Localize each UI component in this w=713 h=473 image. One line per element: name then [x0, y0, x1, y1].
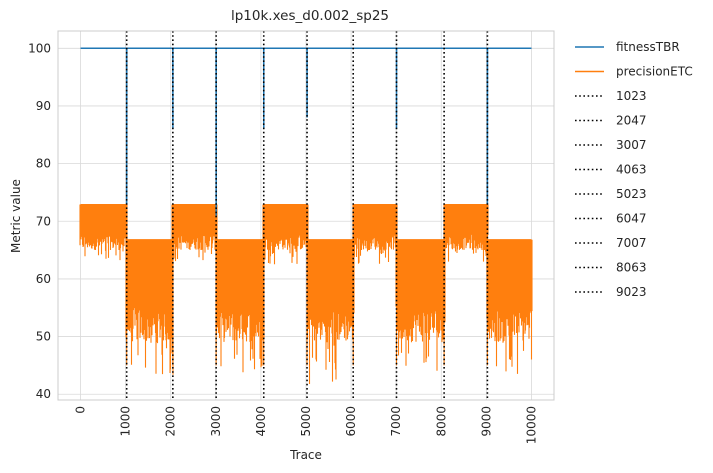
x-tick-label: 0 — [74, 406, 88, 414]
legend-label: fitnessTBR — [616, 40, 680, 54]
legend-label: 8063 — [616, 261, 647, 275]
x-tick-label: 8000 — [434, 406, 448, 437]
legend-label: 6047 — [616, 212, 647, 226]
legend-label: 4063 — [616, 163, 647, 177]
legend-item: 9023 — [575, 285, 647, 299]
y-tick-label: 80 — [36, 157, 51, 171]
legend-label: 2047 — [616, 114, 647, 128]
legend-label: 1023 — [616, 89, 647, 103]
vertical-markers — [125, 31, 489, 400]
legend-item: fitnessTBR — [575, 40, 680, 54]
legend: fitnessTBR precisionETC 1023 2047 3007 4063 50… — [575, 40, 693, 299]
x-tick-label: 7000 — [389, 406, 403, 437]
legend-label: 7007 — [616, 236, 647, 250]
x-tick-label: 2000 — [164, 406, 178, 437]
y-tick-label: 50 — [36, 330, 51, 344]
legend-item: 8063 — [575, 261, 647, 275]
plot-frame — [57, 30, 555, 401]
x-axis-title: Trace — [289, 448, 322, 462]
x-tick-label: 4000 — [254, 406, 268, 437]
y-tick-label: 100 — [28, 41, 51, 55]
legend-label: 3007 — [616, 138, 647, 152]
legend-item: 5023 — [575, 187, 647, 201]
legend-item: 4063 — [575, 163, 647, 177]
legend-item: 2047 — [575, 114, 647, 128]
y-tick-label: 70 — [36, 214, 51, 228]
chart-title: lp10k.xes_d0.002_sp25 — [231, 8, 389, 24]
plot-border — [57, 30, 555, 401]
legend-item: precisionETC — [575, 65, 693, 79]
y-axis-title: Metric value — [9, 179, 23, 253]
precision-etc-line — [79, 203, 533, 384]
legend-label: 5023 — [616, 187, 647, 201]
precision-series — [79, 203, 533, 384]
legend-label: precisionETC — [616, 65, 693, 79]
x-tick-label: 3000 — [209, 406, 223, 437]
x-tick-label: 9000 — [479, 406, 493, 437]
legend-item: 7007 — [575, 236, 647, 250]
x-tick-label: 6000 — [344, 406, 358, 437]
legend-label: 9023 — [616, 285, 647, 299]
x-tick-label: 1000 — [119, 406, 133, 437]
y-tick-label: 90 — [36, 99, 51, 113]
legend-item: 6047 — [575, 212, 647, 226]
y-tick-labels: 40 50 60 70 80 90 100 — [28, 41, 51, 401]
x-tick-labels: 0 1000 2000 3000 4000 5000 6000 7000 8000 9000 100… — [74, 406, 539, 444]
y-tick-label: 60 — [36, 272, 51, 286]
x-tick-label: 5000 — [299, 406, 313, 437]
y-tick-label: 40 — [36, 387, 51, 401]
legend-item: 1023 — [575, 89, 647, 103]
x-tick-label: 10000 — [525, 406, 539, 444]
legend-item: 3007 — [575, 138, 647, 152]
